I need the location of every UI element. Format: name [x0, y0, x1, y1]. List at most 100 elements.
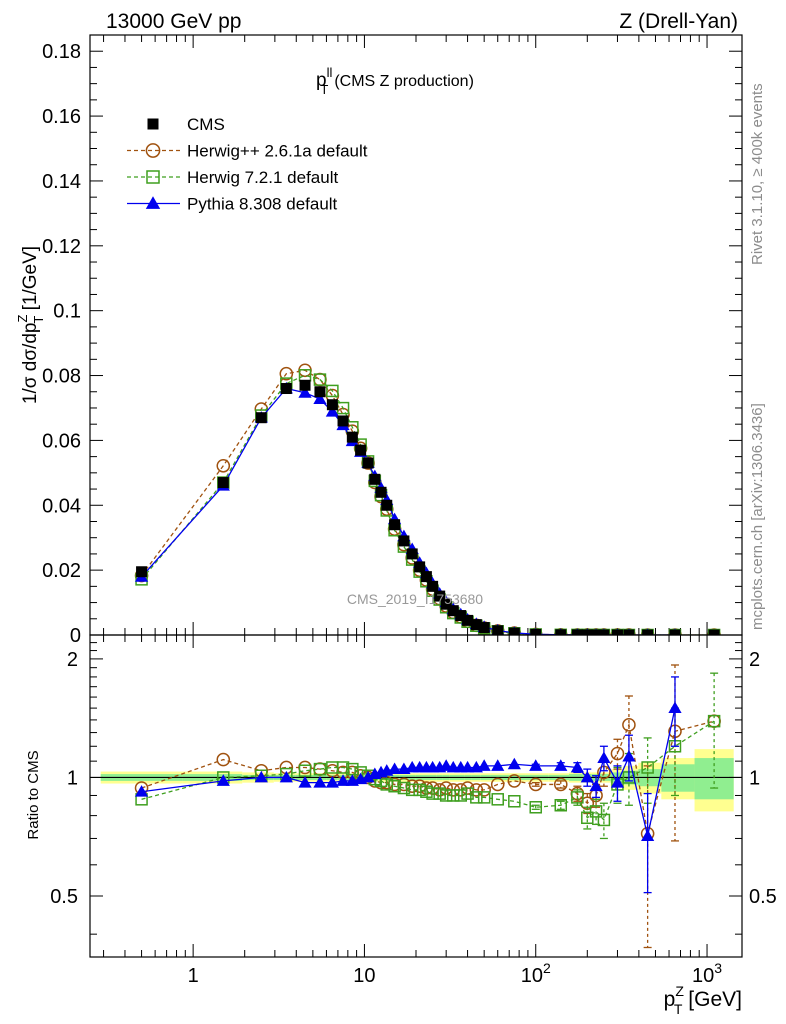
cms-point — [389, 519, 401, 531]
ratio-point — [554, 759, 568, 771]
analysis-watermark: CMS_2019_I1753680 — [347, 591, 483, 607]
cms-point — [478, 622, 490, 634]
main-point — [216, 459, 231, 473]
header-left: 13000 GeV pp — [106, 10, 241, 33]
ratio-y-tick-labels: 0.5 0.5 1 1 2 2 — [50, 649, 777, 908]
y-tick-label: 0.06 — [42, 430, 81, 452]
ratio-point — [439, 789, 453, 802]
ratio-point — [413, 783, 426, 797]
ratio-point — [507, 774, 522, 788]
ratio-point — [581, 811, 594, 825]
cms-point — [255, 412, 267, 424]
ratio-tick-label: 2 — [67, 649, 78, 671]
ratio-point — [426, 787, 439, 800]
ratio-uncertainty-bands — [90, 749, 742, 812]
y-tick-label: 0.12 — [42, 236, 81, 258]
cms-point — [326, 399, 338, 411]
ratio-point — [597, 813, 611, 827]
ratio-point — [641, 829, 655, 841]
main-point — [326, 384, 339, 398]
ratio-point — [508, 795, 521, 808]
ratio-point — [134, 785, 149, 797]
ratio-point — [529, 759, 543, 771]
ratio-point — [216, 752, 231, 767]
ratio-tick-label: 0.5 — [749, 886, 777, 908]
cms-point — [414, 561, 426, 573]
legend-label: Herwig++ 2.6.1a default — [187, 142, 368, 161]
main-axis-ticks — [90, 34, 742, 636]
cms-point — [581, 629, 593, 635]
ratio-point — [622, 718, 636, 732]
rivet-version-label: Rivet 3.1.10, ≥ 400k events — [749, 83, 766, 265]
cms-point — [375, 486, 387, 498]
ratio-point — [380, 778, 394, 791]
x-tick-label: 10 — [353, 965, 375, 987]
main-y-axis-label: 1/σ dσ/dpZT [1/GeV] — [15, 246, 46, 404]
ratio-point — [528, 777, 543, 792]
ratio-point — [336, 774, 350, 786]
ratio-point — [477, 791, 491, 804]
ratio-point — [336, 761, 350, 774]
ratio-point — [490, 777, 505, 792]
legend-marker — [147, 118, 159, 130]
ratio-point — [491, 793, 504, 806]
ratio-point — [589, 805, 603, 818]
cms-point — [598, 629, 610, 635]
ratio-point — [460, 760, 475, 773]
legend-label: Pythia 8.308 default — [187, 195, 338, 214]
ratio-point — [279, 770, 293, 783]
ratio-point — [470, 791, 483, 804]
cms-point — [427, 580, 439, 592]
y-tick-label: 0.08 — [42, 366, 81, 388]
cms-point — [642, 629, 654, 635]
cms-point — [217, 477, 229, 489]
mcplots-label: mcplots.cern.ch [arXiv:1306.3436] — [749, 403, 766, 630]
legend: CMS Herwig++ 2.6.1a default Herwig 7.2.1 d… — [127, 115, 368, 214]
ratio-point — [580, 770, 594, 783]
cms-point — [314, 386, 326, 398]
ratio-axis-ticks — [90, 635, 742, 957]
ratio-point — [387, 762, 402, 775]
ratio-point — [447, 789, 460, 802]
cms-point — [590, 629, 602, 635]
cms-point — [462, 614, 474, 626]
main-point — [279, 366, 294, 381]
cms-point — [492, 625, 504, 635]
ratio-y-axis-label: Ratio to CMS — [25, 750, 42, 839]
cms-point — [362, 457, 374, 469]
legend-marker — [145, 196, 161, 209]
ratio-point — [325, 776, 339, 788]
ratio-point — [571, 791, 584, 804]
main-series-cms — [136, 379, 720, 635]
cms-point — [337, 415, 349, 427]
ratio-point — [477, 783, 491, 797]
main-y-tick-labels: 0 0.02 0.04 0.06 0.08 0.1 0.12 0.14 0.16 0.18 — [42, 41, 81, 647]
cms-point — [571, 629, 583, 635]
cms-point — [470, 619, 482, 631]
main-point — [298, 386, 312, 398]
ratio-point — [388, 779, 401, 793]
ratio-point — [570, 760, 584, 773]
ratio-point — [553, 777, 568, 792]
ratio-point — [507, 757, 521, 770]
cms-point — [708, 629, 720, 635]
y-tick-label: 0 — [70, 625, 81, 647]
cms-point — [381, 499, 393, 511]
cms-point — [398, 535, 410, 547]
ratio-point — [622, 749, 636, 762]
ratio-point — [589, 779, 603, 792]
cms-point — [623, 629, 635, 635]
ratio-frame — [89, 634, 743, 958]
y-tick-label: 0.18 — [42, 41, 81, 63]
cms-point — [508, 627, 520, 635]
y-tick-label: 0.1 — [53, 301, 81, 323]
ratio-point — [313, 762, 327, 776]
ratio-point — [298, 776, 312, 788]
x-axis-label: pZ T [GeV] — [664, 983, 742, 1017]
legend-label: CMS — [187, 115, 225, 134]
cms-point — [447, 605, 459, 617]
ratio-point — [397, 781, 411, 795]
cms-point — [440, 598, 452, 610]
x-tick-exponent: 3 — [714, 960, 722, 976]
